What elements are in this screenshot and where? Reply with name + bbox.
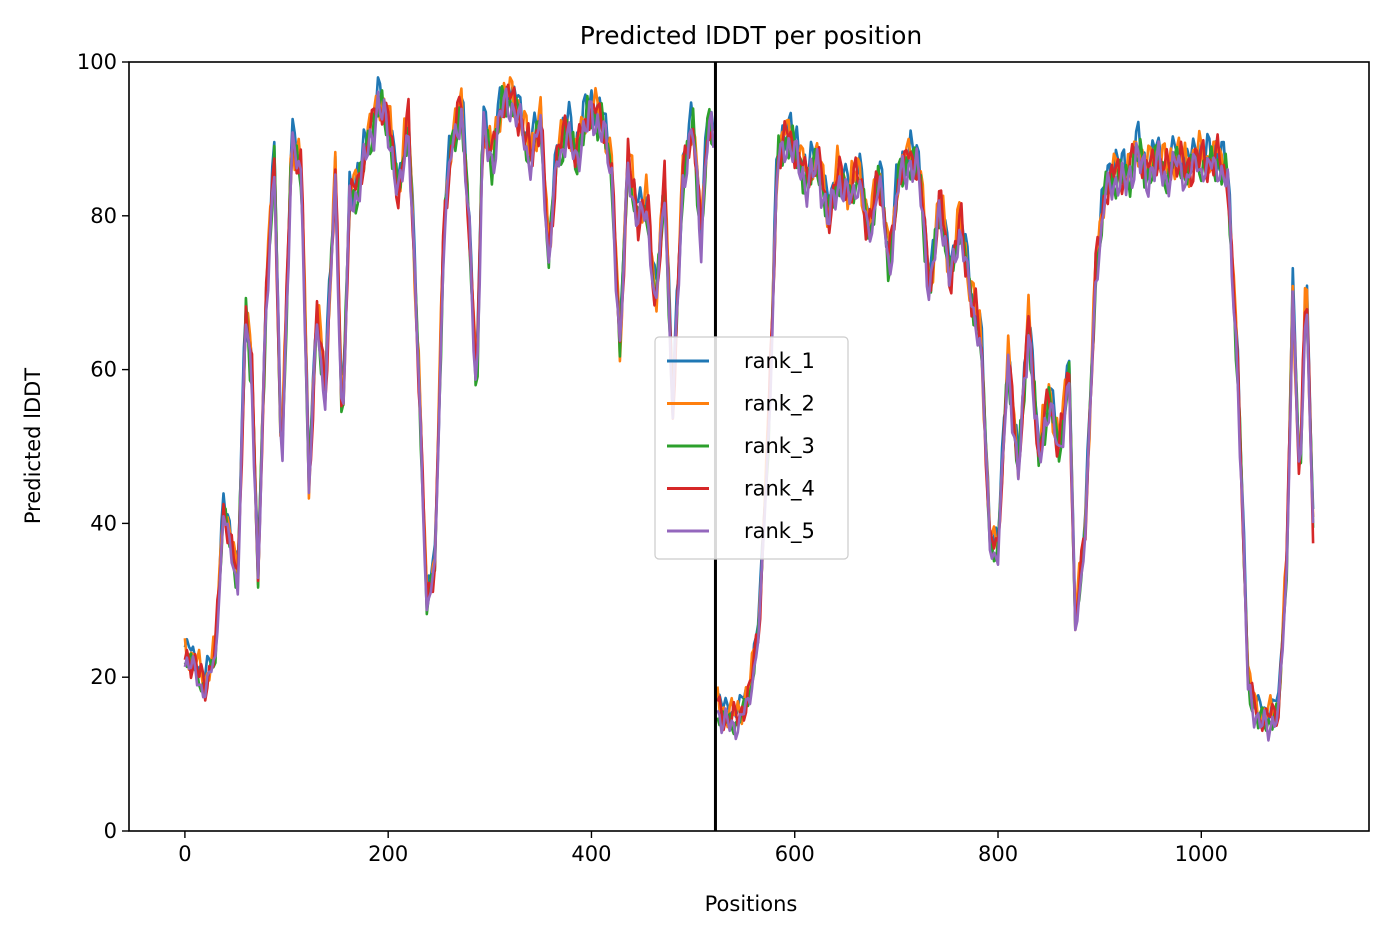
x-axis-ticks: 0 200 400 600 800 1000 [178,831,1228,866]
plot-frame [128,61,1370,832]
legend-label-rank_2: rank_2 [744,392,815,417]
legend: rank_1 rank_2 rank_3 rank_4 rank_5 [654,336,849,560]
legend-label-rank_3: rank_3 [744,434,815,459]
x-tick-label: 600 [775,842,815,866]
series-layer [183,76,1315,742]
x-axis-label: Positions [705,892,798,916]
legend-box [654,336,849,560]
y-axis-label: Predicted lDDT [21,368,45,524]
y-tick-label: 60 [90,358,117,382]
legend-entries: rank_1 rank_2 rank_3 rank_4 rank_5 [667,349,815,544]
x-tick-label: 1000 [1175,842,1228,866]
x-tick-label: 400 [571,842,611,866]
x-tick-label: 0 [178,842,191,866]
x-tick-label: 800 [978,842,1018,866]
y-tick-label: 0 [104,819,117,843]
legend-label-rank_4: rank_4 [744,477,815,502]
y-tick-label: 80 [90,204,117,228]
y-axis-ticks: 0 20 40 60 80 100 [77,50,129,843]
legend-label-rank_5: rank_5 [744,519,815,544]
series-line-rank_5 [716,136,1315,742]
y-tick-label: 40 [90,511,117,535]
legend-label-rank_1: rank_1 [744,349,815,374]
chart-title: Predicted lDDT per position [580,21,922,50]
series-line-rank_5 [183,87,715,699]
y-tick-label: 100 [77,50,117,74]
x-tick-label: 200 [368,842,408,866]
y-tick-label: 20 [90,665,117,689]
